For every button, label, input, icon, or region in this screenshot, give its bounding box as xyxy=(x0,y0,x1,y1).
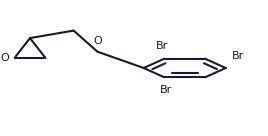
Text: O: O xyxy=(93,35,102,46)
Text: Br: Br xyxy=(159,85,172,95)
Text: Br: Br xyxy=(155,41,168,51)
Text: O: O xyxy=(0,53,9,63)
Text: Br: Br xyxy=(232,51,244,61)
